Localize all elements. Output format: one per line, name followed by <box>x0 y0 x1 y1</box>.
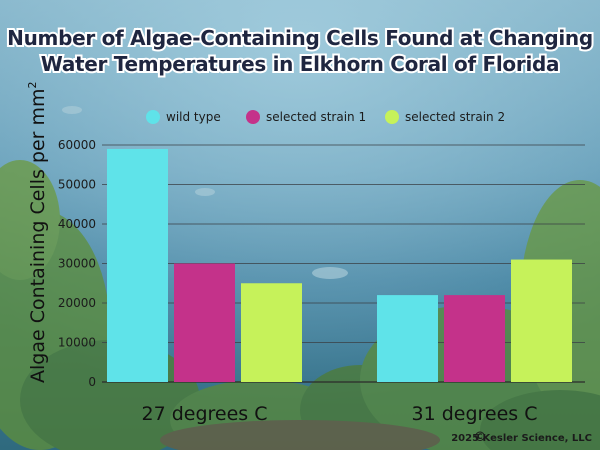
y-axis-label-superscript: 2 <box>26 81 39 88</box>
bar-selected-strain-2-1 <box>511 259 572 382</box>
legend-label: wild type <box>166 110 221 124</box>
bars <box>107 148 572 382</box>
legend-marker-wild-type <box>146 110 160 124</box>
chart-title: Number of Algae-Containing Cells Found a… <box>5 24 595 78</box>
legend-marker-selected-strain-1 <box>246 110 260 124</box>
y-tick-label: 40000 <box>58 217 96 231</box>
chart-title-line-1: Number of Algae-Containing Cells Found a… <box>7 26 593 50</box>
reef-decoration <box>0 160 600 450</box>
y-tick-label: 10000 <box>58 336 96 350</box>
bar-wild-type-1 <box>377 295 438 382</box>
copyright-text: 2025 Kesler Science, LLC <box>451 433 592 444</box>
bar-selected-strain-2-0 <box>241 283 302 382</box>
y-tick-label: 20000 <box>58 296 96 310</box>
chart-title-line-2: Water Temperatures in Elkhorn Coral of F… <box>41 52 559 76</box>
fish-decoration <box>62 106 348 279</box>
y-tick-label: 60000 <box>58 138 96 152</box>
x-category-label: 27 degrees C <box>141 403 267 425</box>
copyright-icon: © <box>474 430 487 445</box>
legend-marker-selected-strain-2 <box>385 110 399 124</box>
legend: wild type selected strain 1 selected strai… <box>146 110 505 124</box>
y-axis-label: Algae Containing Cells per mm2 <box>26 81 49 383</box>
x-category-label: 31 degrees C <box>411 403 537 425</box>
bar-selected-strain-1-0 <box>174 263 235 382</box>
y-tick-label: 30000 <box>58 257 96 271</box>
copyright: © 2025 Kesler Science, LLC <box>451 430 592 445</box>
y-axis-label-text: Algae Containing Cells per mm <box>27 88 49 383</box>
bar-selected-strain-1-1 <box>444 295 505 382</box>
x-axis-categories: 27 degrees C 31 degrees C <box>141 403 537 425</box>
legend-label: selected strain 2 <box>405 110 505 124</box>
y-tick-label: 50000 <box>58 178 96 192</box>
y-tick-label: 0 <box>88 375 96 389</box>
y-axis-ticks: 0 10000 20000 30000 40000 50000 60000 <box>58 138 96 389</box>
bar-wild-type-0 <box>107 148 168 382</box>
legend-label: selected strain 1 <box>266 110 366 124</box>
